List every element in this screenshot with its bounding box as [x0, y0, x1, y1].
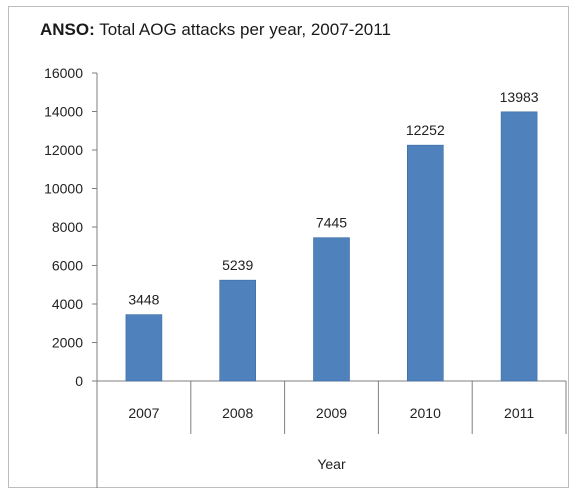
x-axis-title: Year	[317, 456, 346, 472]
y-tick-label: 8000	[52, 219, 83, 235]
x-category-label-2008: 2008	[222, 405, 253, 421]
data-label-2009: 7445	[316, 215, 347, 231]
bar-2008	[219, 279, 256, 382]
y-tick-label: 0	[75, 373, 83, 389]
x-category-label-2007: 2007	[128, 405, 159, 421]
y-tick-label: 6000	[52, 258, 83, 274]
bar-2009	[313, 237, 350, 382]
data-label-2011: 13983	[500, 89, 539, 105]
x-category-label-2011: 2011	[504, 405, 534, 421]
data-label-2007: 3448	[128, 292, 159, 308]
chart-title: ANSO: Total AOG attacks per year, 2007-2…	[40, 20, 391, 40]
x-category-label-2009: 2009	[316, 405, 347, 421]
chart-frame	[8, 6, 569, 488]
y-tick-label: 12000	[44, 142, 83, 158]
y-tick-label: 14000	[44, 104, 83, 120]
chart-title-text: Total AOG attacks per year, 2007-2011	[99, 20, 391, 39]
y-tick-label: 4000	[52, 296, 83, 312]
bar-2007	[125, 314, 163, 382]
y-tick-label: 2000	[52, 335, 83, 351]
y-tick-label: 10000	[44, 181, 83, 197]
data-label-2010: 12252	[406, 122, 445, 138]
data-label-2008: 5239	[222, 257, 253, 273]
x-category-label-2010: 2010	[410, 405, 441, 421]
chart-title-prefix: ANSO:	[40, 20, 95, 39]
bar-2011	[500, 111, 538, 382]
bar-2010	[406, 144, 444, 382]
y-tick-label: 16000	[44, 65, 83, 81]
